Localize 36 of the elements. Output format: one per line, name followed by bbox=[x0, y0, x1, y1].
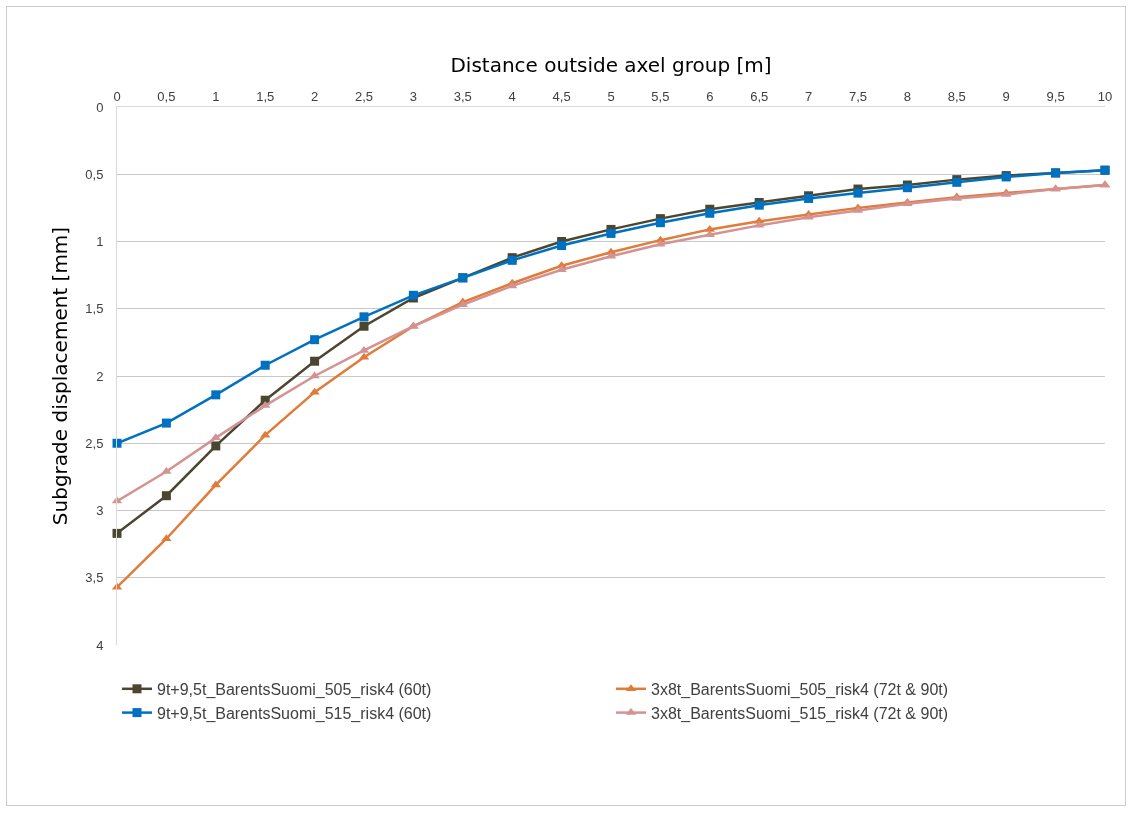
y-tick-label: 4 bbox=[96, 637, 104, 653]
x-tick-label: 1,5 bbox=[256, 88, 275, 104]
x-tick-label: 5 bbox=[607, 88, 615, 104]
y-tick-label: 1,5 bbox=[85, 301, 104, 317]
x-tick-label: 0,5 bbox=[157, 88, 176, 104]
x-tick-label: 8,5 bbox=[947, 88, 966, 104]
x-tick-label: 2 bbox=[310, 88, 319, 104]
x-tick-label: 10 bbox=[1097, 88, 1113, 104]
legend-label: 3x8t_BarentsSuomi_505_risk4 (72t & 90t) bbox=[651, 681, 949, 700]
x-tick-label: 4 bbox=[508, 88, 516, 104]
y-tick-label: 3,5 bbox=[85, 570, 104, 586]
x-tick-label: 3 bbox=[409, 88, 418, 104]
x-tick-label: 4,5 bbox=[552, 88, 571, 104]
x-tick-label: 7 bbox=[804, 88, 813, 104]
x-tick-label: 1 bbox=[212, 88, 220, 104]
x-tick-label: 2,5 bbox=[354, 88, 374, 104]
y-tick-label: 2,5 bbox=[85, 435, 104, 451]
x-tick-label: 9 bbox=[1002, 88, 1010, 104]
y-axis-title: Subgrade displacement [mm] bbox=[48, 226, 72, 526]
x-axis-title: Distance outside axel group [m] bbox=[450, 53, 772, 78]
x-tick-label: 9,5 bbox=[1046, 88, 1065, 104]
legend-label: 9t+9,5t_BarentsSuomi_515_risk4 (60t) bbox=[157, 704, 432, 723]
x-tick-label: 0 bbox=[113, 88, 121, 104]
y-tick-label: 3 bbox=[96, 503, 104, 519]
y-tick-label: 0 bbox=[96, 99, 104, 115]
legend-label: 9t+9,5t_BarentsSuomi_505_risk4 (60t) bbox=[157, 681, 432, 700]
y-tick-label: 2 bbox=[96, 368, 104, 384]
legend-label: 3x8t_BarentsSuomi_515_risk4 (72t & 90t) bbox=[651, 704, 949, 723]
x-tick-label: 6,5 bbox=[750, 88, 769, 104]
x-tick-label: 7,5 bbox=[848, 88, 868, 104]
y-tick-label: 1 bbox=[96, 234, 104, 250]
x-tick-label: 5,5 bbox=[651, 88, 670, 104]
x-tick-label: 6 bbox=[706, 88, 714, 104]
x-tick-label: 3,5 bbox=[453, 88, 472, 104]
x-tick-label: 8 bbox=[903, 88, 912, 104]
y-tick-label: 0,5 bbox=[85, 166, 104, 182]
